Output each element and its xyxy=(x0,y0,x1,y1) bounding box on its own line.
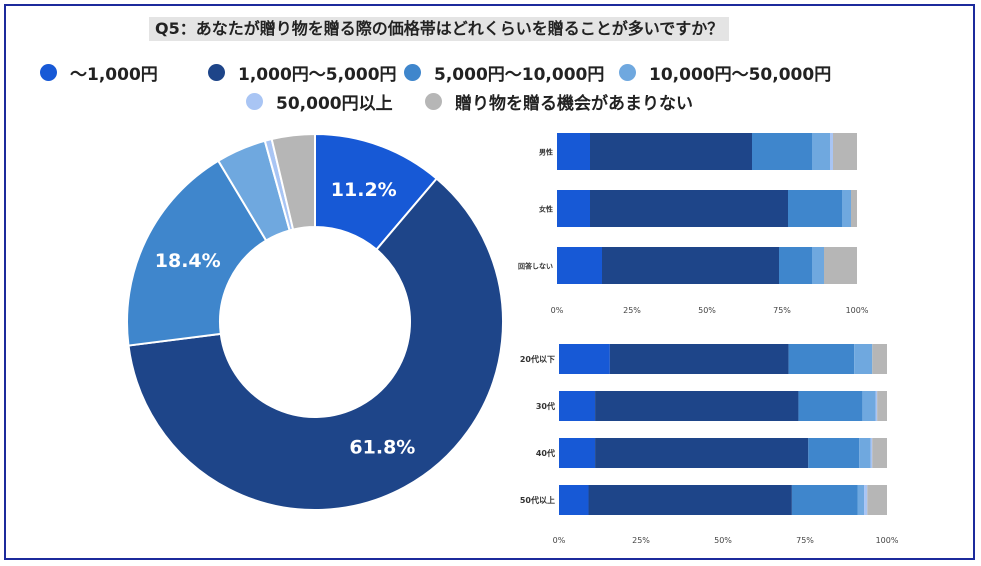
bar-segment xyxy=(557,190,590,227)
bar-segment xyxy=(559,344,610,374)
bar-segment xyxy=(857,485,865,515)
bar-segment xyxy=(812,133,830,170)
donut-slice xyxy=(126,159,268,347)
legend-label: ～1,000円 xyxy=(70,65,158,85)
bar-segment xyxy=(875,391,878,421)
bar-segment xyxy=(595,438,809,468)
legend-item: 5,000円～10,000円 xyxy=(404,60,604,85)
legend-item: 贈り物を贈る機会があまりない xyxy=(425,89,693,114)
x-tick-label: 75% xyxy=(796,536,814,545)
bar-segment xyxy=(590,133,752,170)
x-tick-label: 100% xyxy=(876,536,899,545)
category-label: 50代以上 xyxy=(520,495,555,505)
bar-segment xyxy=(808,438,860,468)
bar-segment xyxy=(559,438,596,468)
bar-segment xyxy=(833,133,857,170)
legend-swatch xyxy=(425,93,442,110)
bar-segment xyxy=(872,344,887,374)
bar-segment xyxy=(877,391,887,421)
bar-segment xyxy=(557,133,590,170)
legend-item: 10,000円～50,000円 xyxy=(619,60,831,85)
legend-label: 5,000円～10,000円 xyxy=(434,65,605,85)
bar-segment xyxy=(788,344,855,374)
legend-item: ～1,000円 xyxy=(40,60,158,85)
x-tick-label: 0% xyxy=(553,536,566,545)
bar-segment xyxy=(842,190,851,227)
bar-segment xyxy=(867,485,887,515)
legend-label: 10,000円～50,000円 xyxy=(649,65,832,85)
legend-swatch xyxy=(619,64,636,81)
x-tick-label: 50% xyxy=(698,306,716,315)
bar-segment xyxy=(559,485,589,515)
bar-segment xyxy=(824,247,857,284)
bar-segment xyxy=(864,485,868,515)
chart-title: Q5：あなたが贈り物を贈る際の価格帯はどれくらいを贈ることが多いですか？ xyxy=(149,17,730,41)
chart-frame xyxy=(4,4,975,560)
bar-segment xyxy=(590,190,788,227)
bar-segment xyxy=(595,391,799,421)
bar-segment xyxy=(779,247,812,284)
category-label: 回答しない xyxy=(518,262,553,271)
legend-item: 1,000円～5,000円 xyxy=(208,60,397,85)
bar-segment xyxy=(812,247,824,284)
bar-segment xyxy=(791,485,858,515)
bar-segment xyxy=(870,438,873,468)
bar-segment xyxy=(859,438,871,468)
bar-segment xyxy=(557,247,602,284)
x-tick-label: 25% xyxy=(623,306,641,315)
legend-swatch xyxy=(40,64,57,81)
age-bar-chart: 20代以下 30代 40代 50代以上 0% 25% 50% 75% 100% xyxy=(520,344,899,545)
bar-segment xyxy=(830,133,833,170)
bar-segment xyxy=(854,344,873,374)
bar-segment xyxy=(798,391,863,421)
bar-segment xyxy=(559,391,596,421)
category-label: 女性 xyxy=(539,205,553,214)
bar-segment xyxy=(752,133,812,170)
category-label: 30代 xyxy=(536,401,555,411)
category-label: 男性 xyxy=(539,148,553,157)
legend-label: 贈り物を贈る機会があまりない xyxy=(455,94,693,114)
donut-slice xyxy=(270,132,316,231)
bar-segment xyxy=(588,485,792,515)
slice-label: 18.4% xyxy=(155,250,221,272)
bar-segment xyxy=(851,190,857,227)
bar-segment xyxy=(862,391,876,421)
legend-label: 1,000円～5,000円 xyxy=(238,65,397,85)
x-tick-label: 100% xyxy=(846,306,869,315)
legend-swatch xyxy=(404,64,421,81)
legend-swatch xyxy=(246,93,263,110)
slice-label: 11.2% xyxy=(331,179,397,201)
category-label: 40代 xyxy=(536,448,555,458)
category-label: 20代以下 xyxy=(520,354,555,364)
x-tick-label: 50% xyxy=(714,536,732,545)
donut-slice xyxy=(127,177,504,511)
legend-swatch xyxy=(208,64,225,81)
bar-segment xyxy=(609,344,789,374)
legend-item: 50,000円以上 xyxy=(246,89,393,114)
slice-label: 61.8% xyxy=(349,436,415,458)
x-tick-label: 0% xyxy=(551,306,564,315)
bar-segment xyxy=(602,247,779,284)
x-tick-label: 25% xyxy=(632,536,650,545)
legend-label: 50,000円以上 xyxy=(276,94,393,114)
bar-segment xyxy=(872,438,887,468)
bar-segment xyxy=(788,190,842,227)
donut-chart: 11.2% 61.8% 18.4% xyxy=(126,132,504,511)
x-tick-label: 75% xyxy=(773,306,791,315)
